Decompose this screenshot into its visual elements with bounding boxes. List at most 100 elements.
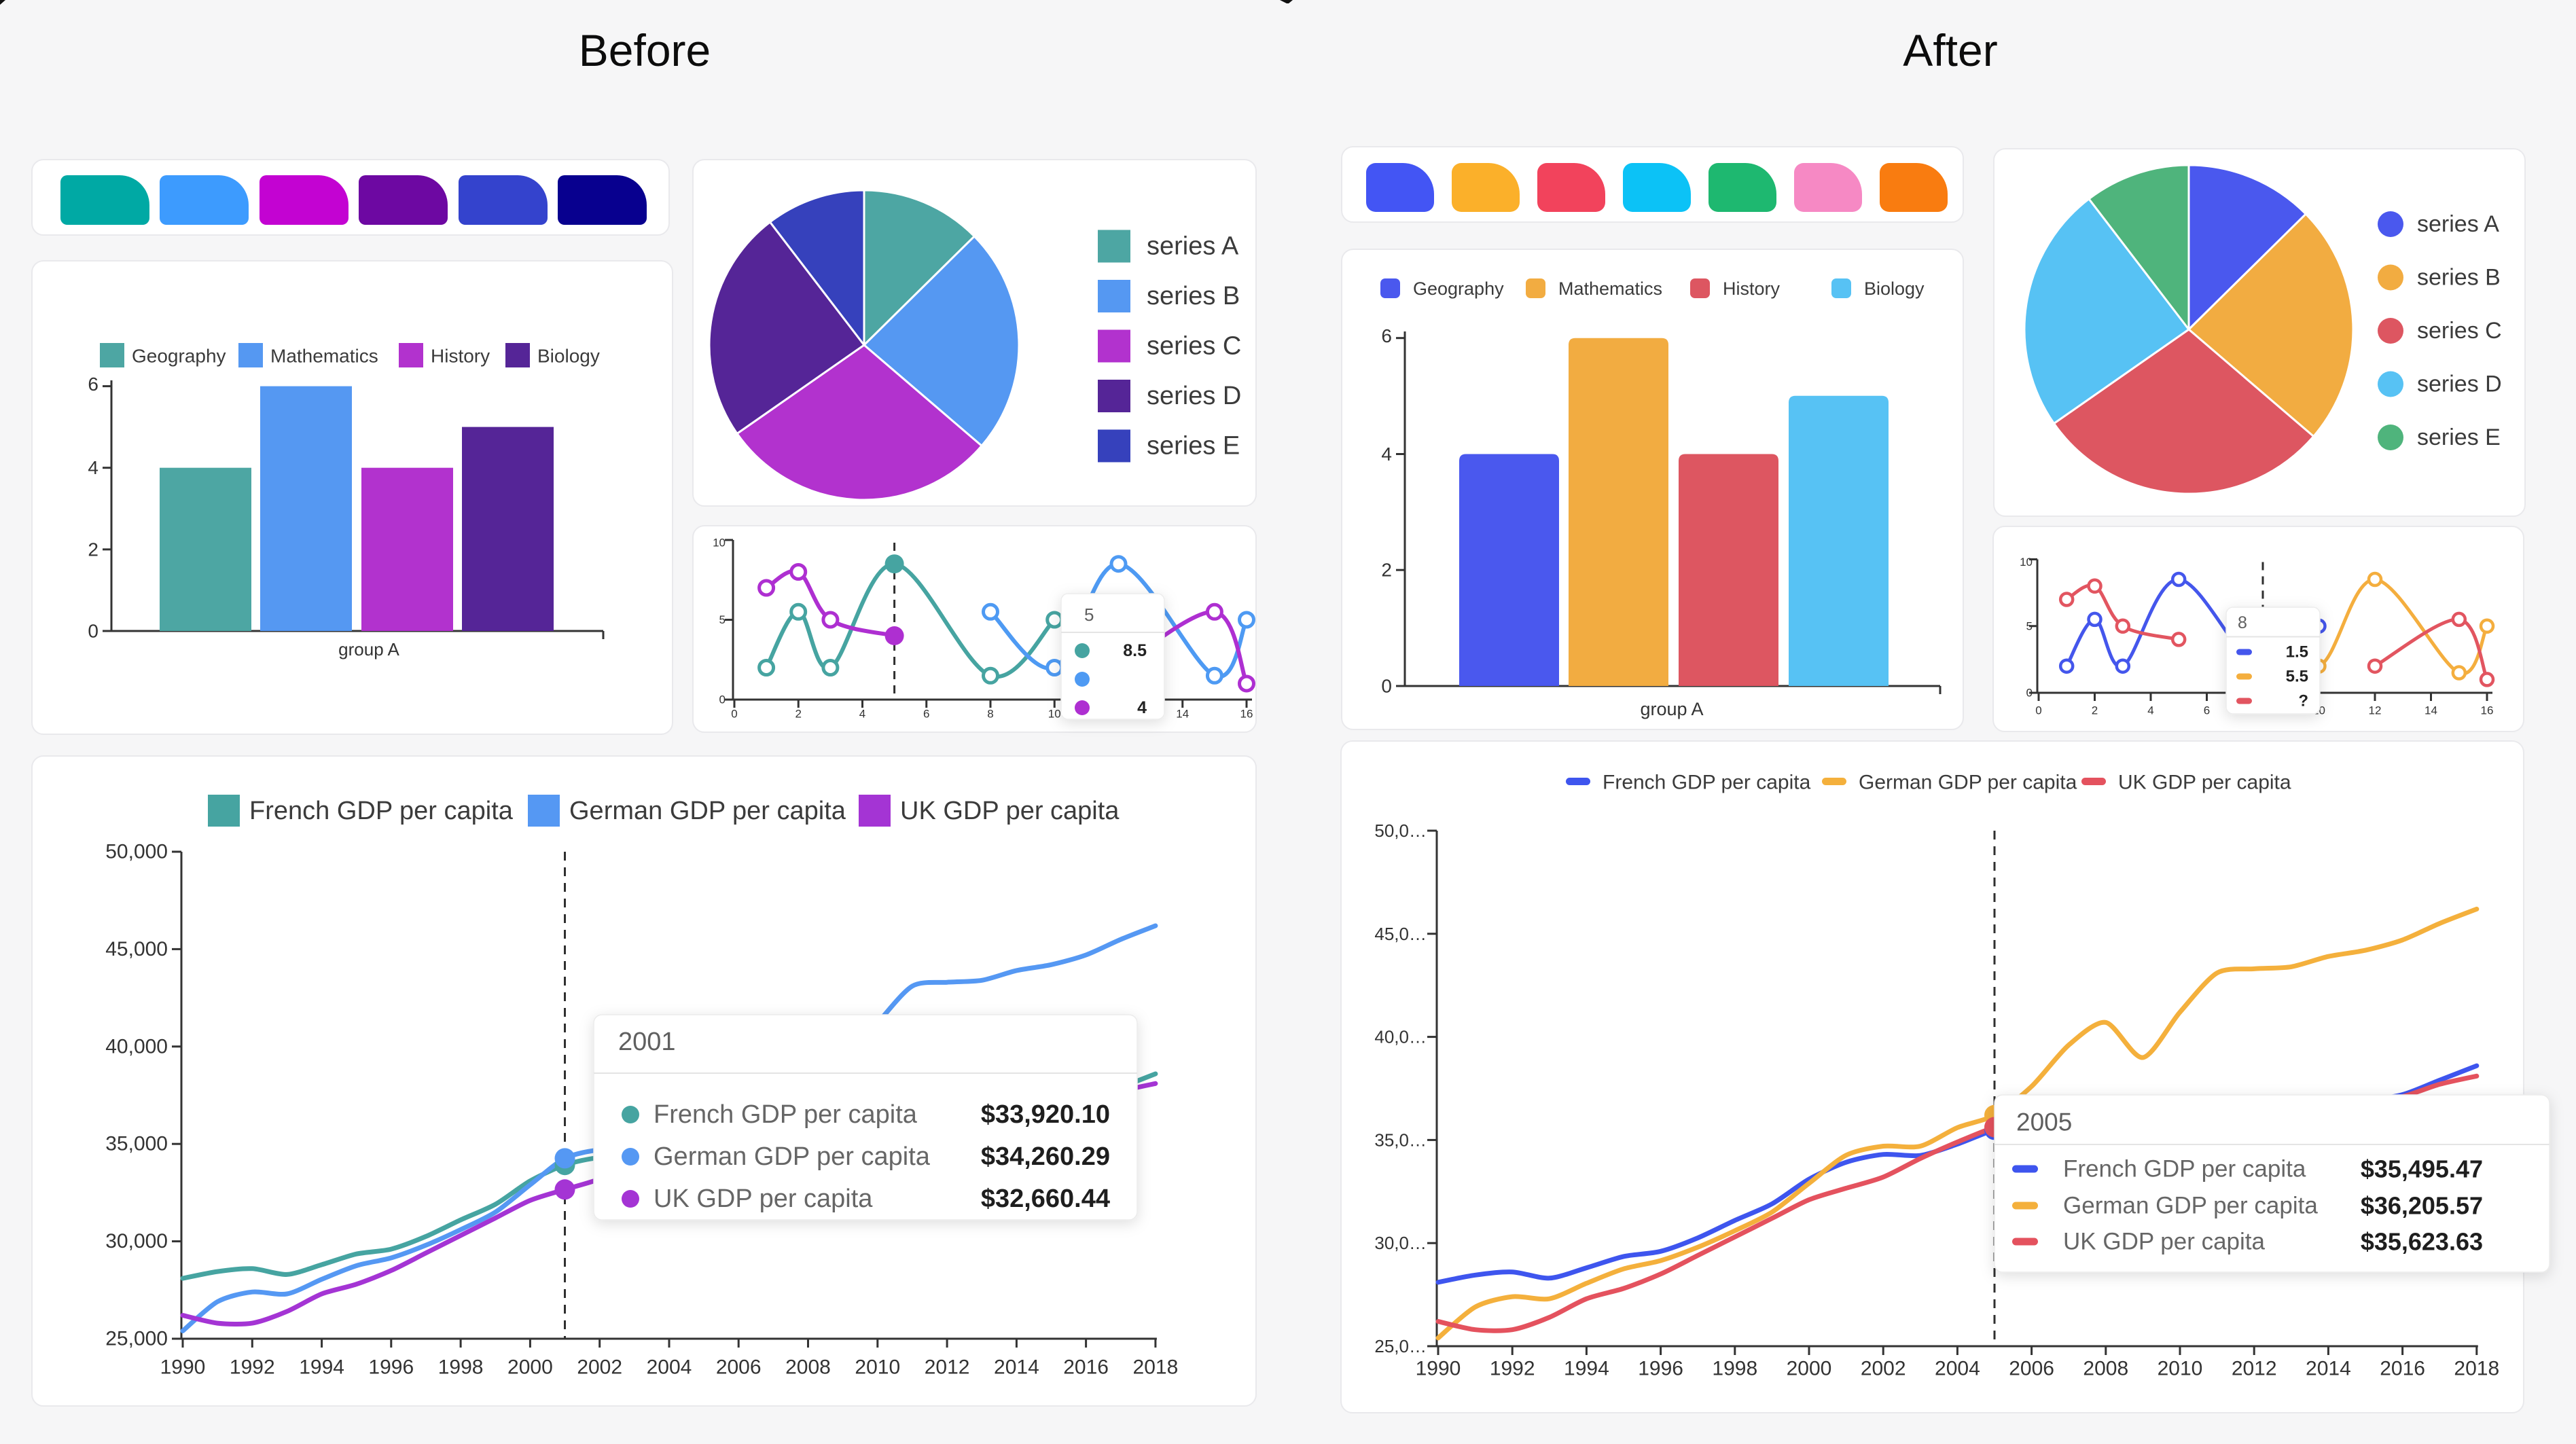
svg-text:2001: 2001 xyxy=(618,1028,676,1056)
svg-text:German GDP per capita: German GDP per capita xyxy=(654,1142,931,1171)
svg-text:40,000: 40,000 xyxy=(105,1035,168,1058)
svg-text:History: History xyxy=(1723,278,1781,299)
svg-text:Mathematics: Mathematics xyxy=(1558,278,1662,299)
svg-text:4: 4 xyxy=(1381,444,1392,465)
svg-text:Biology: Biology xyxy=(537,346,600,367)
svg-text:1992: 1992 xyxy=(230,1356,275,1379)
svg-text:UK GDP per capita: UK GDP per capita xyxy=(900,797,1120,825)
svg-text:1994: 1994 xyxy=(1564,1358,1609,1380)
svg-text:1990: 1990 xyxy=(1416,1358,1461,1380)
svg-text:$33,920.10: $33,920.10 xyxy=(981,1100,1110,1129)
svg-text:2000: 2000 xyxy=(1787,1358,1832,1380)
svg-text:$32,660.44: $32,660.44 xyxy=(981,1185,1110,1213)
svg-text:series E: series E xyxy=(2417,425,2501,450)
svg-text:2018: 2018 xyxy=(1133,1356,1179,1379)
svg-text:group A: group A xyxy=(338,639,399,660)
svg-text:0: 0 xyxy=(88,621,99,642)
svg-text:2014: 2014 xyxy=(994,1356,1039,1379)
svg-text:French GDP per capita: French GDP per capita xyxy=(249,797,514,825)
svg-text:6: 6 xyxy=(1381,325,1392,346)
svg-text:2008: 2008 xyxy=(785,1356,831,1379)
svg-text:5.5: 5.5 xyxy=(2286,668,2308,686)
svg-text:2006: 2006 xyxy=(2009,1358,2054,1380)
svg-text:0: 0 xyxy=(2035,704,2041,717)
svg-text:2005: 2005 xyxy=(2016,1108,2072,1136)
svg-text:UK GDP per capita: UK GDP per capita xyxy=(2118,772,2291,794)
svg-text:2008: 2008 xyxy=(2083,1358,2128,1380)
svg-text:History: History xyxy=(431,346,490,367)
svg-text:2: 2 xyxy=(2092,704,2098,717)
svg-text:40,0…: 40,0… xyxy=(1374,1027,1427,1047)
svg-text:16: 16 xyxy=(2481,704,2494,717)
svg-text:16: 16 xyxy=(1240,708,1253,721)
svg-text:$35,495.47: $35,495.47 xyxy=(2361,1155,2483,1183)
svg-text:UK GDP per capita: UK GDP per capita xyxy=(654,1185,873,1213)
svg-text:series A: series A xyxy=(1147,232,1239,261)
svg-text:2016: 2016 xyxy=(1063,1356,1109,1379)
svg-text:1992: 1992 xyxy=(1490,1358,1535,1380)
svg-text:$34,260.29: $34,260.29 xyxy=(981,1142,1110,1171)
svg-text:5: 5 xyxy=(1084,604,1094,625)
svg-text:1998: 1998 xyxy=(438,1356,484,1379)
svg-text:4: 4 xyxy=(88,457,99,478)
svg-text:1996: 1996 xyxy=(368,1356,414,1379)
svg-text:1990: 1990 xyxy=(160,1356,206,1379)
svg-text:10: 10 xyxy=(713,537,726,549)
svg-text:14: 14 xyxy=(1176,708,1189,721)
svg-text:6: 6 xyxy=(88,374,99,395)
svg-text:0: 0 xyxy=(719,693,726,706)
svg-text:2002: 2002 xyxy=(1861,1358,1906,1380)
svg-text:Geography: Geography xyxy=(132,346,226,367)
svg-text:1.5: 1.5 xyxy=(2286,643,2308,662)
svg-text:series B: series B xyxy=(1147,282,1240,310)
svg-text:8: 8 xyxy=(2238,613,2247,632)
svg-text:2012: 2012 xyxy=(925,1356,970,1379)
svg-text:German GDP per capita: German GDP per capita xyxy=(1859,772,2077,794)
svg-text:14: 14 xyxy=(2425,704,2437,717)
svg-text:series B: series B xyxy=(2417,265,2501,291)
svg-text:2000: 2000 xyxy=(507,1356,553,1379)
svg-text:0: 0 xyxy=(2026,687,2033,700)
svg-text:Mathematics: Mathematics xyxy=(270,346,378,367)
svg-text:2: 2 xyxy=(1381,560,1392,581)
svg-text:4: 4 xyxy=(1137,698,1147,717)
svg-text:4: 4 xyxy=(859,708,865,721)
svg-text:French GDP per capita: French GDP per capita xyxy=(1603,772,1811,794)
svg-text:2014: 2014 xyxy=(2306,1358,2351,1380)
svg-text:5: 5 xyxy=(719,613,726,626)
svg-text:German GDP per capita: German GDP per capita xyxy=(569,797,846,825)
svg-text:French GDP per capita: French GDP per capita xyxy=(2063,1156,2306,1183)
svg-text:$36,205.57: $36,205.57 xyxy=(2361,1192,2483,1220)
svg-text:2018: 2018 xyxy=(2454,1358,2499,1380)
svg-text:2004: 2004 xyxy=(647,1356,692,1379)
svg-text:0: 0 xyxy=(1381,676,1392,697)
svg-text:35,0…: 35,0… xyxy=(1374,1130,1427,1150)
svg-text:0: 0 xyxy=(731,708,737,721)
svg-text:series D: series D xyxy=(2417,372,2502,397)
svg-text:45,000: 45,000 xyxy=(105,938,168,960)
svg-text:2: 2 xyxy=(88,539,99,560)
svg-text:French GDP per capita: French GDP per capita xyxy=(654,1100,918,1129)
svg-text:2004: 2004 xyxy=(1935,1358,1980,1380)
svg-text:2016: 2016 xyxy=(2380,1358,2425,1380)
svg-text:Biology: Biology xyxy=(1864,278,1925,299)
svg-text:8: 8 xyxy=(987,708,993,721)
svg-text:1998: 1998 xyxy=(1712,1358,1757,1380)
svg-text:series C: series C xyxy=(2417,318,2502,344)
svg-text:25,0…: 25,0… xyxy=(1374,1336,1427,1356)
svg-text:series C: series C xyxy=(1147,332,1241,361)
svg-text:2: 2 xyxy=(795,708,802,721)
svg-text:6: 6 xyxy=(923,708,929,721)
svg-text:1994: 1994 xyxy=(299,1356,344,1379)
svg-text:45,0…: 45,0… xyxy=(1374,924,1427,944)
svg-text:series A: series A xyxy=(2417,211,2499,237)
svg-text:2010: 2010 xyxy=(855,1356,900,1379)
svg-text:group A: group A xyxy=(1640,699,1703,719)
svg-text:2006: 2006 xyxy=(716,1356,762,1379)
svg-text:30,0…: 30,0… xyxy=(1374,1233,1427,1253)
svg-text:series D: series D xyxy=(1147,382,1241,410)
svg-text:25,000: 25,000 xyxy=(105,1328,168,1350)
svg-text:50,0…: 50,0… xyxy=(1374,820,1427,841)
svg-text:2010: 2010 xyxy=(2158,1358,2203,1380)
svg-text:30,000: 30,000 xyxy=(105,1230,168,1252)
